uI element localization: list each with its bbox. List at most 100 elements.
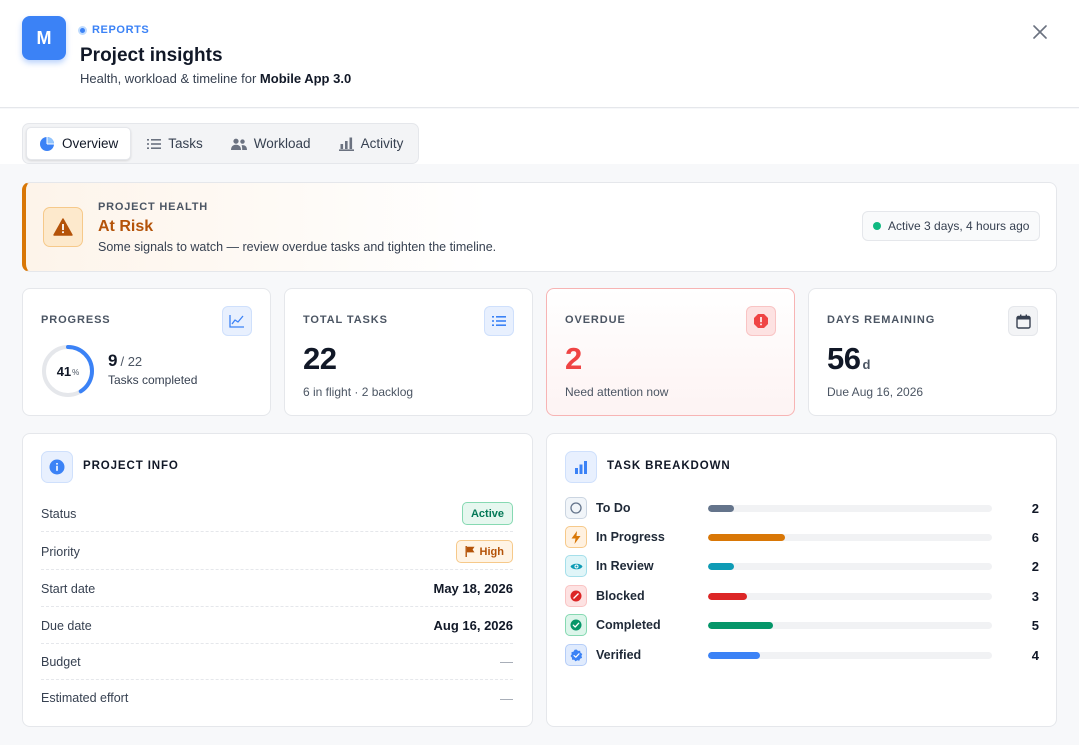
progress-card-badge bbox=[222, 306, 252, 336]
completed-badge bbox=[565, 614, 587, 636]
info-label: Budget bbox=[41, 654, 81, 669]
progress-percent-unit: % bbox=[72, 368, 80, 377]
info-label: Start date bbox=[41, 581, 96, 596]
info-label: Estimated effort bbox=[41, 691, 129, 705]
breakdown-track bbox=[708, 592, 992, 600]
days-remaining-badge bbox=[1008, 306, 1038, 336]
health-label: PROJECT HEALTH bbox=[98, 201, 209, 213]
breakdown-count: 2 bbox=[1031, 500, 1039, 516]
breakdown-track bbox=[708, 621, 992, 629]
info-row-estimated-effort: Estimated effort — bbox=[41, 680, 513, 716]
breakdown-bar bbox=[708, 621, 773, 629]
tab-bar: Overview Tasks Workload Activity bbox=[22, 123, 420, 164]
priority-value: High bbox=[479, 545, 504, 558]
in-progress-badge bbox=[565, 526, 587, 548]
verified-badge bbox=[565, 644, 587, 666]
breakdown-track bbox=[708, 562, 992, 570]
project-info-panel: PROJECT INFO Status Active Priority High… bbox=[22, 433, 533, 727]
alert-octagon-icon bbox=[754, 314, 768, 328]
overdue-badge bbox=[746, 306, 776, 336]
breakdown-bar bbox=[708, 562, 734, 570]
progress-card: PROGRESS 41% 9/ 22 Tasks completed bbox=[22, 288, 271, 416]
online-dot-icon bbox=[873, 222, 881, 230]
modal-header: M REPORTS Project insights Health, workl… bbox=[0, 0, 1079, 108]
budget-value: — bbox=[500, 654, 513, 669]
breakdown-bar bbox=[708, 533, 786, 541]
close-button[interactable] bbox=[1030, 22, 1050, 42]
progress-ring-arc bbox=[42, 345, 94, 397]
close-icon bbox=[1033, 25, 1047, 39]
blocked-badge bbox=[565, 585, 587, 607]
task-breakdown-title: TASK BREAKDOWN bbox=[607, 460, 731, 472]
progress-label: PROGRESS bbox=[41, 314, 111, 326]
list-icon bbox=[147, 138, 162, 149]
progress-caption: Tasks completed bbox=[108, 373, 198, 387]
start-date-value: May 18, 2026 bbox=[433, 581, 513, 596]
bolt-icon bbox=[571, 530, 581, 544]
status-badge: Active bbox=[461, 502, 513, 525]
todo-badge bbox=[565, 497, 587, 519]
info-row-priority: Priority High bbox=[41, 534, 513, 570]
project-avatar: M bbox=[22, 16, 66, 60]
project-info-badge bbox=[41, 451, 73, 483]
breakdown-bar bbox=[708, 651, 760, 659]
due-date-value: Aug 16, 2026 bbox=[433, 618, 514, 633]
breakdown-track bbox=[708, 533, 992, 541]
circle-icon bbox=[570, 502, 582, 514]
pie-chart-icon bbox=[40, 136, 54, 151]
tab-overview[interactable]: Overview bbox=[26, 127, 132, 160]
days-remaining-value: 56 bbox=[827, 341, 861, 376]
breakdown-row-todo: To Do 2 bbox=[565, 496, 1039, 520]
overdue-label: OVERDUE bbox=[565, 314, 626, 326]
progress-percent: 41% bbox=[41, 344, 95, 398]
info-label: Due date bbox=[41, 618, 92, 633]
calendar-icon bbox=[1015, 314, 1031, 329]
tab-workload[interactable]: Workload bbox=[219, 127, 323, 160]
subtitle-text: Health, workload & timeline for bbox=[80, 71, 260, 86]
breakdown-row-verified: Verified 4 bbox=[565, 643, 1039, 667]
breakdown-count: 6 bbox=[1031, 529, 1039, 545]
check-circle-icon bbox=[570, 619, 582, 631]
overdue-card: OVERDUE 2 Need attention now bbox=[546, 288, 795, 416]
in-review-badge bbox=[565, 555, 587, 577]
warning-icon bbox=[53, 218, 73, 236]
tab-tasks[interactable]: Tasks bbox=[135, 127, 215, 160]
priority-badge: High bbox=[455, 540, 513, 563]
tab-label: Workload bbox=[253, 136, 311, 151]
info-icon bbox=[49, 459, 65, 475]
project-info-title: PROJECT INFO bbox=[83, 460, 179, 472]
breakdown-bar bbox=[708, 592, 747, 600]
breakdown-label: In Progress bbox=[596, 530, 665, 544]
total-tasks-card: TOTAL TASKS 22 6 in flight · 2 backlog bbox=[284, 288, 533, 416]
users-icon bbox=[230, 138, 247, 150]
progress-total: / 22 bbox=[120, 354, 143, 369]
warning-badge bbox=[43, 207, 83, 247]
breakdown-label: Completed bbox=[596, 618, 661, 632]
breakdown-count: 3 bbox=[1031, 588, 1039, 604]
page-title: Project insights bbox=[80, 45, 223, 66]
tab-activity[interactable]: Activity bbox=[327, 127, 416, 160]
total-tasks-badge bbox=[484, 306, 514, 336]
bar-chart-icon bbox=[575, 461, 587, 474]
eye-icon bbox=[570, 563, 582, 569]
days-remaining-label: DAYS REMAINING bbox=[827, 314, 936, 326]
days-remaining-card: DAYS REMAINING 56 d Due Aug 16, 2026 bbox=[808, 288, 1057, 416]
dot-icon bbox=[78, 25, 87, 35]
info-row-status: Status Active bbox=[41, 496, 513, 532]
progress-ring bbox=[42, 345, 94, 397]
total-tasks-label: TOTAL TASKS bbox=[303, 314, 388, 326]
breakdown-label: To Do bbox=[596, 501, 631, 515]
flag-icon bbox=[465, 546, 475, 557]
list-icon bbox=[492, 316, 506, 326]
progress-percent-value: 41 bbox=[56, 363, 72, 379]
health-description: Some signals to watch — review overdue t… bbox=[98, 240, 497, 254]
line-chart-icon bbox=[229, 315, 244, 328]
days-remaining-caption: Due Aug 16, 2026 bbox=[827, 385, 924, 399]
tab-label: Overview bbox=[62, 136, 119, 151]
project-health-banner: PROJECT HEALTH At Risk Some signals to w… bbox=[22, 182, 1057, 272]
task-breakdown-badge bbox=[565, 451, 597, 483]
total-tasks-value: 22 bbox=[303, 341, 337, 376]
project-name: Mobile App 3.0 bbox=[259, 71, 352, 86]
tab-label: Tasks bbox=[168, 136, 203, 151]
